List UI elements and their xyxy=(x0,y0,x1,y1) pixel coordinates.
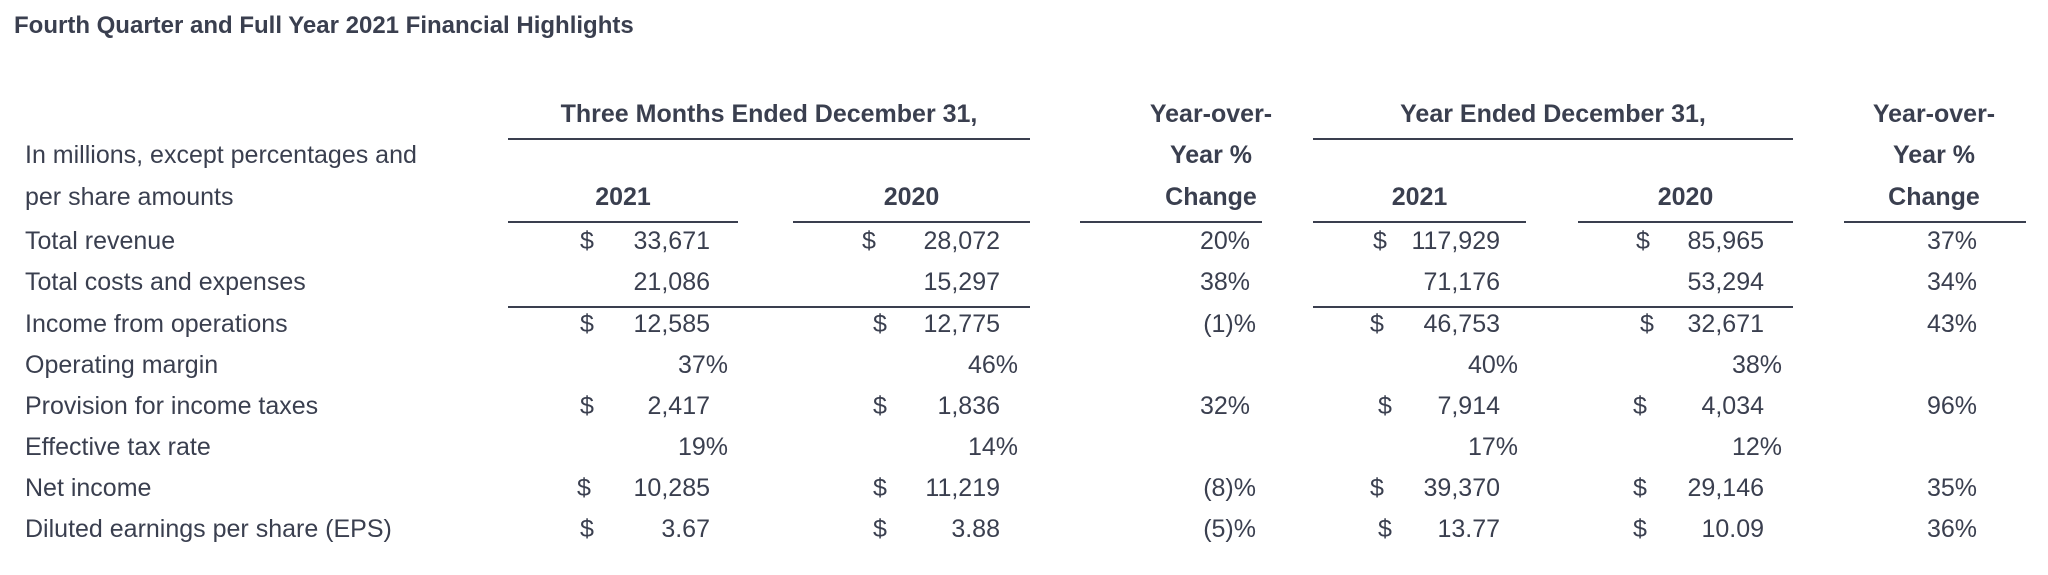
currency-symbol: $ xyxy=(577,474,591,502)
cell-y2021: 71,176 xyxy=(1423,268,1500,296)
cell-q-change: (1)% xyxy=(1203,310,1256,338)
column-underline xyxy=(1313,221,1526,223)
cell-q2021: 10,285 xyxy=(633,474,710,502)
subtotal-rule xyxy=(1313,306,1793,308)
row-label: Total revenue xyxy=(25,227,176,255)
cell-q-change: (8)% xyxy=(1203,474,1256,502)
cell-y2021: 17% xyxy=(1467,433,1518,461)
row-label: Diluted earnings per share (EPS) xyxy=(25,515,392,543)
cell-y2021: 39,370 xyxy=(1423,474,1500,502)
cell-q-change: (5)% xyxy=(1203,515,1256,543)
yoy-header-line: Change xyxy=(1165,183,1257,211)
column-header-y2020: 2020 xyxy=(1657,183,1714,211)
cell-q2021: 12,585 xyxy=(633,310,710,338)
cell-y2020: 10.09 xyxy=(1701,515,1764,543)
cell-q-change: 32% xyxy=(1199,392,1250,420)
column-header-y2021: 2021 xyxy=(1391,183,1448,211)
column-underline xyxy=(1578,221,1793,223)
cell-q-change: 38% xyxy=(1199,268,1250,296)
cell-q2021: 33,671 xyxy=(633,227,710,255)
cell-y2021: 117,929 xyxy=(1411,227,1500,255)
currency-symbol: $ xyxy=(1378,392,1392,420)
yoy-header-line: Year-over- xyxy=(1872,100,1996,128)
row-label: Net income xyxy=(25,474,152,502)
cell-y-change: 34% xyxy=(1926,268,1977,296)
currency-symbol: $ xyxy=(1370,310,1384,338)
currency-symbol: $ xyxy=(873,392,887,420)
cell-q2021: 37% xyxy=(677,351,728,379)
cell-y-change: 96% xyxy=(1926,392,1977,420)
header-underline xyxy=(508,138,1030,140)
cell-q2020: 46% xyxy=(967,351,1018,379)
cell-q2021: 21,086 xyxy=(633,268,710,296)
currency-symbol: $ xyxy=(873,515,887,543)
currency-symbol: $ xyxy=(1633,474,1647,502)
currency-symbol: $ xyxy=(862,227,876,255)
header-underline xyxy=(1313,138,1793,140)
yoy-header-line: Change xyxy=(1888,183,1980,211)
table-description: In millions, except percentages and xyxy=(25,141,417,169)
header-year-ended: Year Ended December 31, xyxy=(1400,100,1706,128)
cell-y-change: 43% xyxy=(1926,310,1977,338)
column-underline xyxy=(508,221,738,223)
yoy-header-line: Year % xyxy=(1169,141,1252,169)
yoy-header-line: Year % xyxy=(1892,141,1975,169)
header-three-months: Three Months Ended December 31, xyxy=(560,100,978,128)
cell-q2021: 2,417 xyxy=(647,392,710,420)
currency-symbol: $ xyxy=(873,310,887,338)
cell-y2021: 46,753 xyxy=(1423,310,1500,338)
cell-y2021: 7,914 xyxy=(1437,392,1500,420)
cell-y2020: 53,294 xyxy=(1687,268,1764,296)
cell-y2020: 4,034 xyxy=(1701,392,1764,420)
cell-y2021: 40% xyxy=(1467,351,1518,379)
column-header-q2020: 2020 xyxy=(883,183,940,211)
currency-symbol: $ xyxy=(1640,310,1654,338)
cell-y2020: 29,146 xyxy=(1687,474,1764,502)
cell-y2020: 32,671 xyxy=(1687,310,1764,338)
column-underline xyxy=(793,221,1030,223)
cell-y-change: 35% xyxy=(1926,474,1977,502)
row-label: Provision for income taxes xyxy=(25,392,319,420)
cell-q2020: 3.88 xyxy=(951,515,1000,543)
cell-y2020: 85,965 xyxy=(1687,227,1764,255)
currency-symbol: $ xyxy=(1633,515,1647,543)
row-label: Operating margin xyxy=(25,351,219,379)
cell-q2020: 12,775 xyxy=(923,310,1000,338)
currency-symbol: $ xyxy=(873,474,887,502)
header-underline xyxy=(1844,221,2026,223)
cell-q2020: 14% xyxy=(967,433,1018,461)
header-underline xyxy=(1080,221,1262,223)
currency-symbol: $ xyxy=(580,227,594,255)
currency-symbol: $ xyxy=(1370,474,1384,502)
yoy-header-line: Year-over- xyxy=(1149,100,1273,128)
cell-y2021: 13.77 xyxy=(1437,515,1500,543)
cell-q2021: 3.67 xyxy=(661,515,710,543)
currency-symbol: $ xyxy=(1633,392,1647,420)
currency-symbol: $ xyxy=(580,310,594,338)
cell-y-change: 37% xyxy=(1926,227,1977,255)
cell-y-change: 36% xyxy=(1926,515,1977,543)
cell-q2020: 11,219 xyxy=(925,474,1000,502)
cell-q2021: 19% xyxy=(677,433,728,461)
cell-y2020: 38% xyxy=(1731,351,1782,379)
cell-q-change: 20% xyxy=(1199,227,1250,255)
cell-q2020: 1,836 xyxy=(937,392,1000,420)
column-header-q2021: 2021 xyxy=(595,183,651,211)
currency-symbol: $ xyxy=(580,515,594,543)
row-label: Total costs and expenses xyxy=(25,268,306,296)
currency-symbol: $ xyxy=(1636,227,1650,255)
cell-y2020: 12% xyxy=(1731,433,1782,461)
currency-symbol: $ xyxy=(580,392,594,420)
table-description: per share amounts xyxy=(25,183,234,211)
currency-symbol: $ xyxy=(1378,515,1392,543)
cell-q2020: 28,072 xyxy=(923,227,1000,255)
page-title: Fourth Quarter and Full Year 2021 Financ… xyxy=(14,12,634,39)
currency-symbol: $ xyxy=(1373,227,1387,255)
row-label: Effective tax rate xyxy=(25,433,211,461)
row-label: Income from operations xyxy=(25,310,288,338)
subtotal-rule xyxy=(508,306,1030,308)
cell-q2020: 15,297 xyxy=(923,268,1000,296)
